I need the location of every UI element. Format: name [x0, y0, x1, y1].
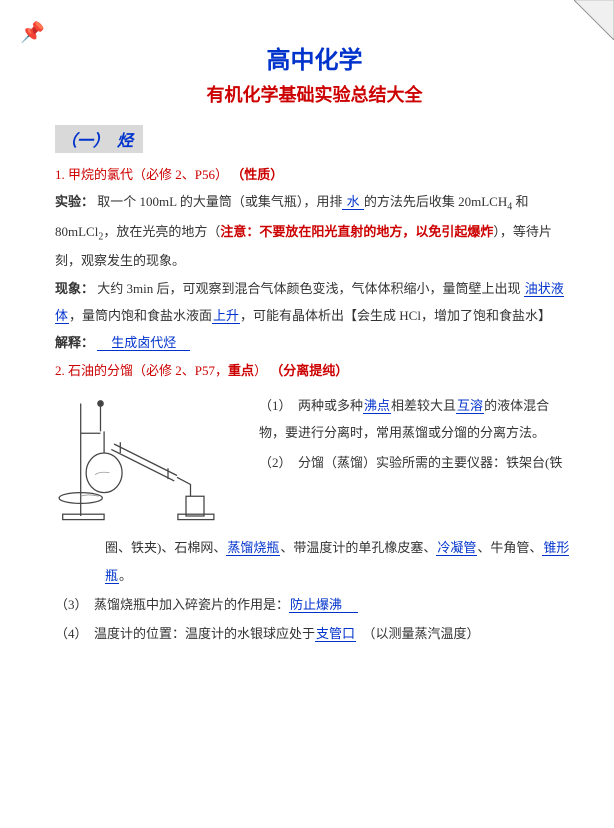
p2a2: 圈、铁夹)、石棉网、	[105, 540, 226, 555]
p3b	[343, 597, 358, 613]
p1f1: 沸点	[363, 398, 391, 414]
p1b: 相差较大且	[391, 398, 456, 413]
phen-a: 大约 3min 后，可观察到混合气体颜色变浅，气体体积缩小，量筒壁上出现	[97, 281, 520, 296]
p3f: 防止爆沸	[289, 597, 343, 613]
p4b: （以测量蒸汽温度）	[369, 626, 480, 641]
item1-tag: （性质）	[231, 167, 283, 182]
p2a: （2） 分馏（蒸馏）实验所需的主要仪器：铁架台(铁	[259, 455, 562, 470]
item2-emph: 重点	[228, 363, 254, 378]
document-page: 📌 高中化学 有机化学基础实验总结大全 （一） 烃 1. 甲烷的氯代（必修 2、…	[0, 0, 614, 828]
p2d: 。	[119, 568, 132, 583]
p2f2: 冷凝管	[436, 540, 477, 556]
item2-title: 石油的分馏（必修 2、P57，	[68, 363, 228, 378]
p4f: 支管口	[315, 626, 356, 642]
exp-warn: 注意：不要放在阳光直射的地方，以免引起爆炸	[220, 224, 493, 239]
p1a: （1） 两种或多种	[259, 398, 363, 413]
sub4: 4	[507, 202, 512, 213]
exp-a: 取一个 100mL 的大量筒（或集气瓶），用排	[97, 194, 342, 209]
phen-c: ，可能有晶体析出【会生成 HCl，增加了饱和食盐水】	[240, 308, 551, 323]
exp-fill1: 水	[342, 194, 364, 210]
item2-tag: （分离提纯）	[270, 363, 348, 378]
p3a: （3） 蒸馏烧瓶中加入碎瓷片的作用是：	[55, 597, 289, 612]
expl-label: 解释：	[55, 335, 94, 350]
exp-d: ，放在光亮的地方（	[103, 224, 220, 239]
item2-title-b: ）	[254, 363, 267, 378]
item1-num: 1.	[55, 167, 65, 182]
p1f2: 互溶	[456, 398, 484, 414]
expl-fill: 生成卤代烃	[97, 335, 190, 351]
page-subtitle: 有机化学基础实验总结大全	[55, 81, 574, 107]
item1-title: 甲烷的氯代（必修 2、P56）	[68, 167, 228, 182]
item2-num: 2.	[55, 363, 65, 378]
distillation-diagram	[55, 390, 245, 534]
section-header: （一） 烃	[55, 125, 143, 153]
exp-b: 的方法先后收集 20mLCH	[364, 194, 507, 209]
phen-fill2: 上升	[212, 308, 240, 324]
p2c: 、牛角管、	[477, 540, 542, 555]
page-fold-icon	[574, 0, 614, 40]
p2f1: 蒸馏烧瓶	[226, 540, 280, 556]
pushpin-icon: 📌	[20, 20, 45, 45]
phen-label: 现象：	[55, 281, 94, 296]
p2b: 、带温度计的单孔橡皮塞、	[280, 540, 436, 555]
phen-b: ，量筒内饱和食盐水液面	[69, 308, 212, 323]
p4a: （4） 温度计的位置：温度计的水银球应处于	[55, 626, 315, 641]
item-1: 1. 甲烷的氯代（必修 2、P56） （性质） 实验： 取一个 100mL 的大…	[55, 161, 574, 357]
page-title: 高中化学	[55, 40, 574, 75]
exp-label: 实验：	[55, 194, 94, 209]
item-2: 2. 石油的分馏（必修 2、P57，重点） （分离提纯）	[55, 357, 574, 648]
